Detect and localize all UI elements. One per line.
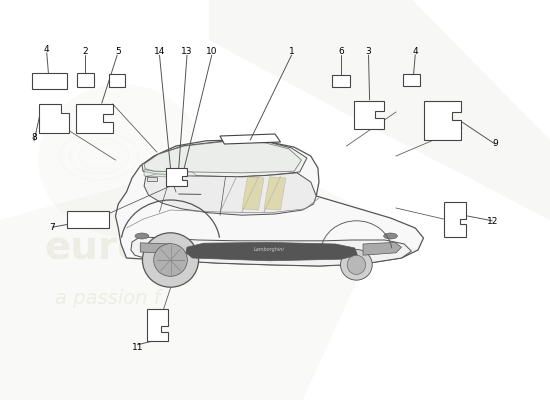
Bar [67,211,109,228]
Bar [403,74,420,86]
Polygon shape [424,101,461,140]
Ellipse shape [153,244,188,276]
Polygon shape [144,170,197,177]
Text: 4: 4 [412,48,418,56]
Polygon shape [220,134,280,144]
Ellipse shape [135,233,149,239]
Text: 11: 11 [132,344,143,352]
Polygon shape [142,141,307,177]
Polygon shape [76,104,113,133]
Text: a passion f: a passion f [55,289,161,308]
Ellipse shape [340,250,372,280]
Polygon shape [147,177,157,181]
Text: 2: 2 [82,48,88,56]
Text: 9: 9 [492,140,498,148]
Text: 13: 13 [182,48,192,56]
Text: 7: 7 [50,224,55,232]
Polygon shape [131,237,411,266]
Text: Lamborghini: Lamborghini [254,247,285,252]
Text: 12: 12 [487,218,498,226]
Ellipse shape [384,233,397,239]
Text: 10: 10 [206,48,217,56]
Polygon shape [144,141,301,173]
Text: 8: 8 [31,134,37,142]
Text: 3: 3 [366,48,371,56]
Bar [109,74,125,87]
Polygon shape [39,104,69,133]
Polygon shape [116,140,424,266]
Bar [31,73,67,89]
Polygon shape [186,242,358,261]
Bar [77,73,94,87]
Polygon shape [363,242,402,255]
Polygon shape [354,101,384,129]
Bar [332,75,350,87]
Ellipse shape [347,255,366,274]
Text: 4: 4 [44,46,50,54]
Text: 14: 14 [154,48,165,56]
Text: 1: 1 [289,48,294,56]
Polygon shape [140,243,170,253]
Polygon shape [144,173,316,215]
Text: euro: euro [44,230,144,268]
Polygon shape [147,309,168,341]
Polygon shape [444,202,466,237]
Polygon shape [0,152,385,400]
Text: 6: 6 [338,48,344,56]
Polygon shape [166,168,187,186]
Polygon shape [264,177,286,210]
Polygon shape [209,0,550,220]
Text: 5: 5 [116,48,121,56]
Polygon shape [242,177,264,210]
Ellipse shape [39,84,204,236]
Ellipse shape [142,233,199,287]
